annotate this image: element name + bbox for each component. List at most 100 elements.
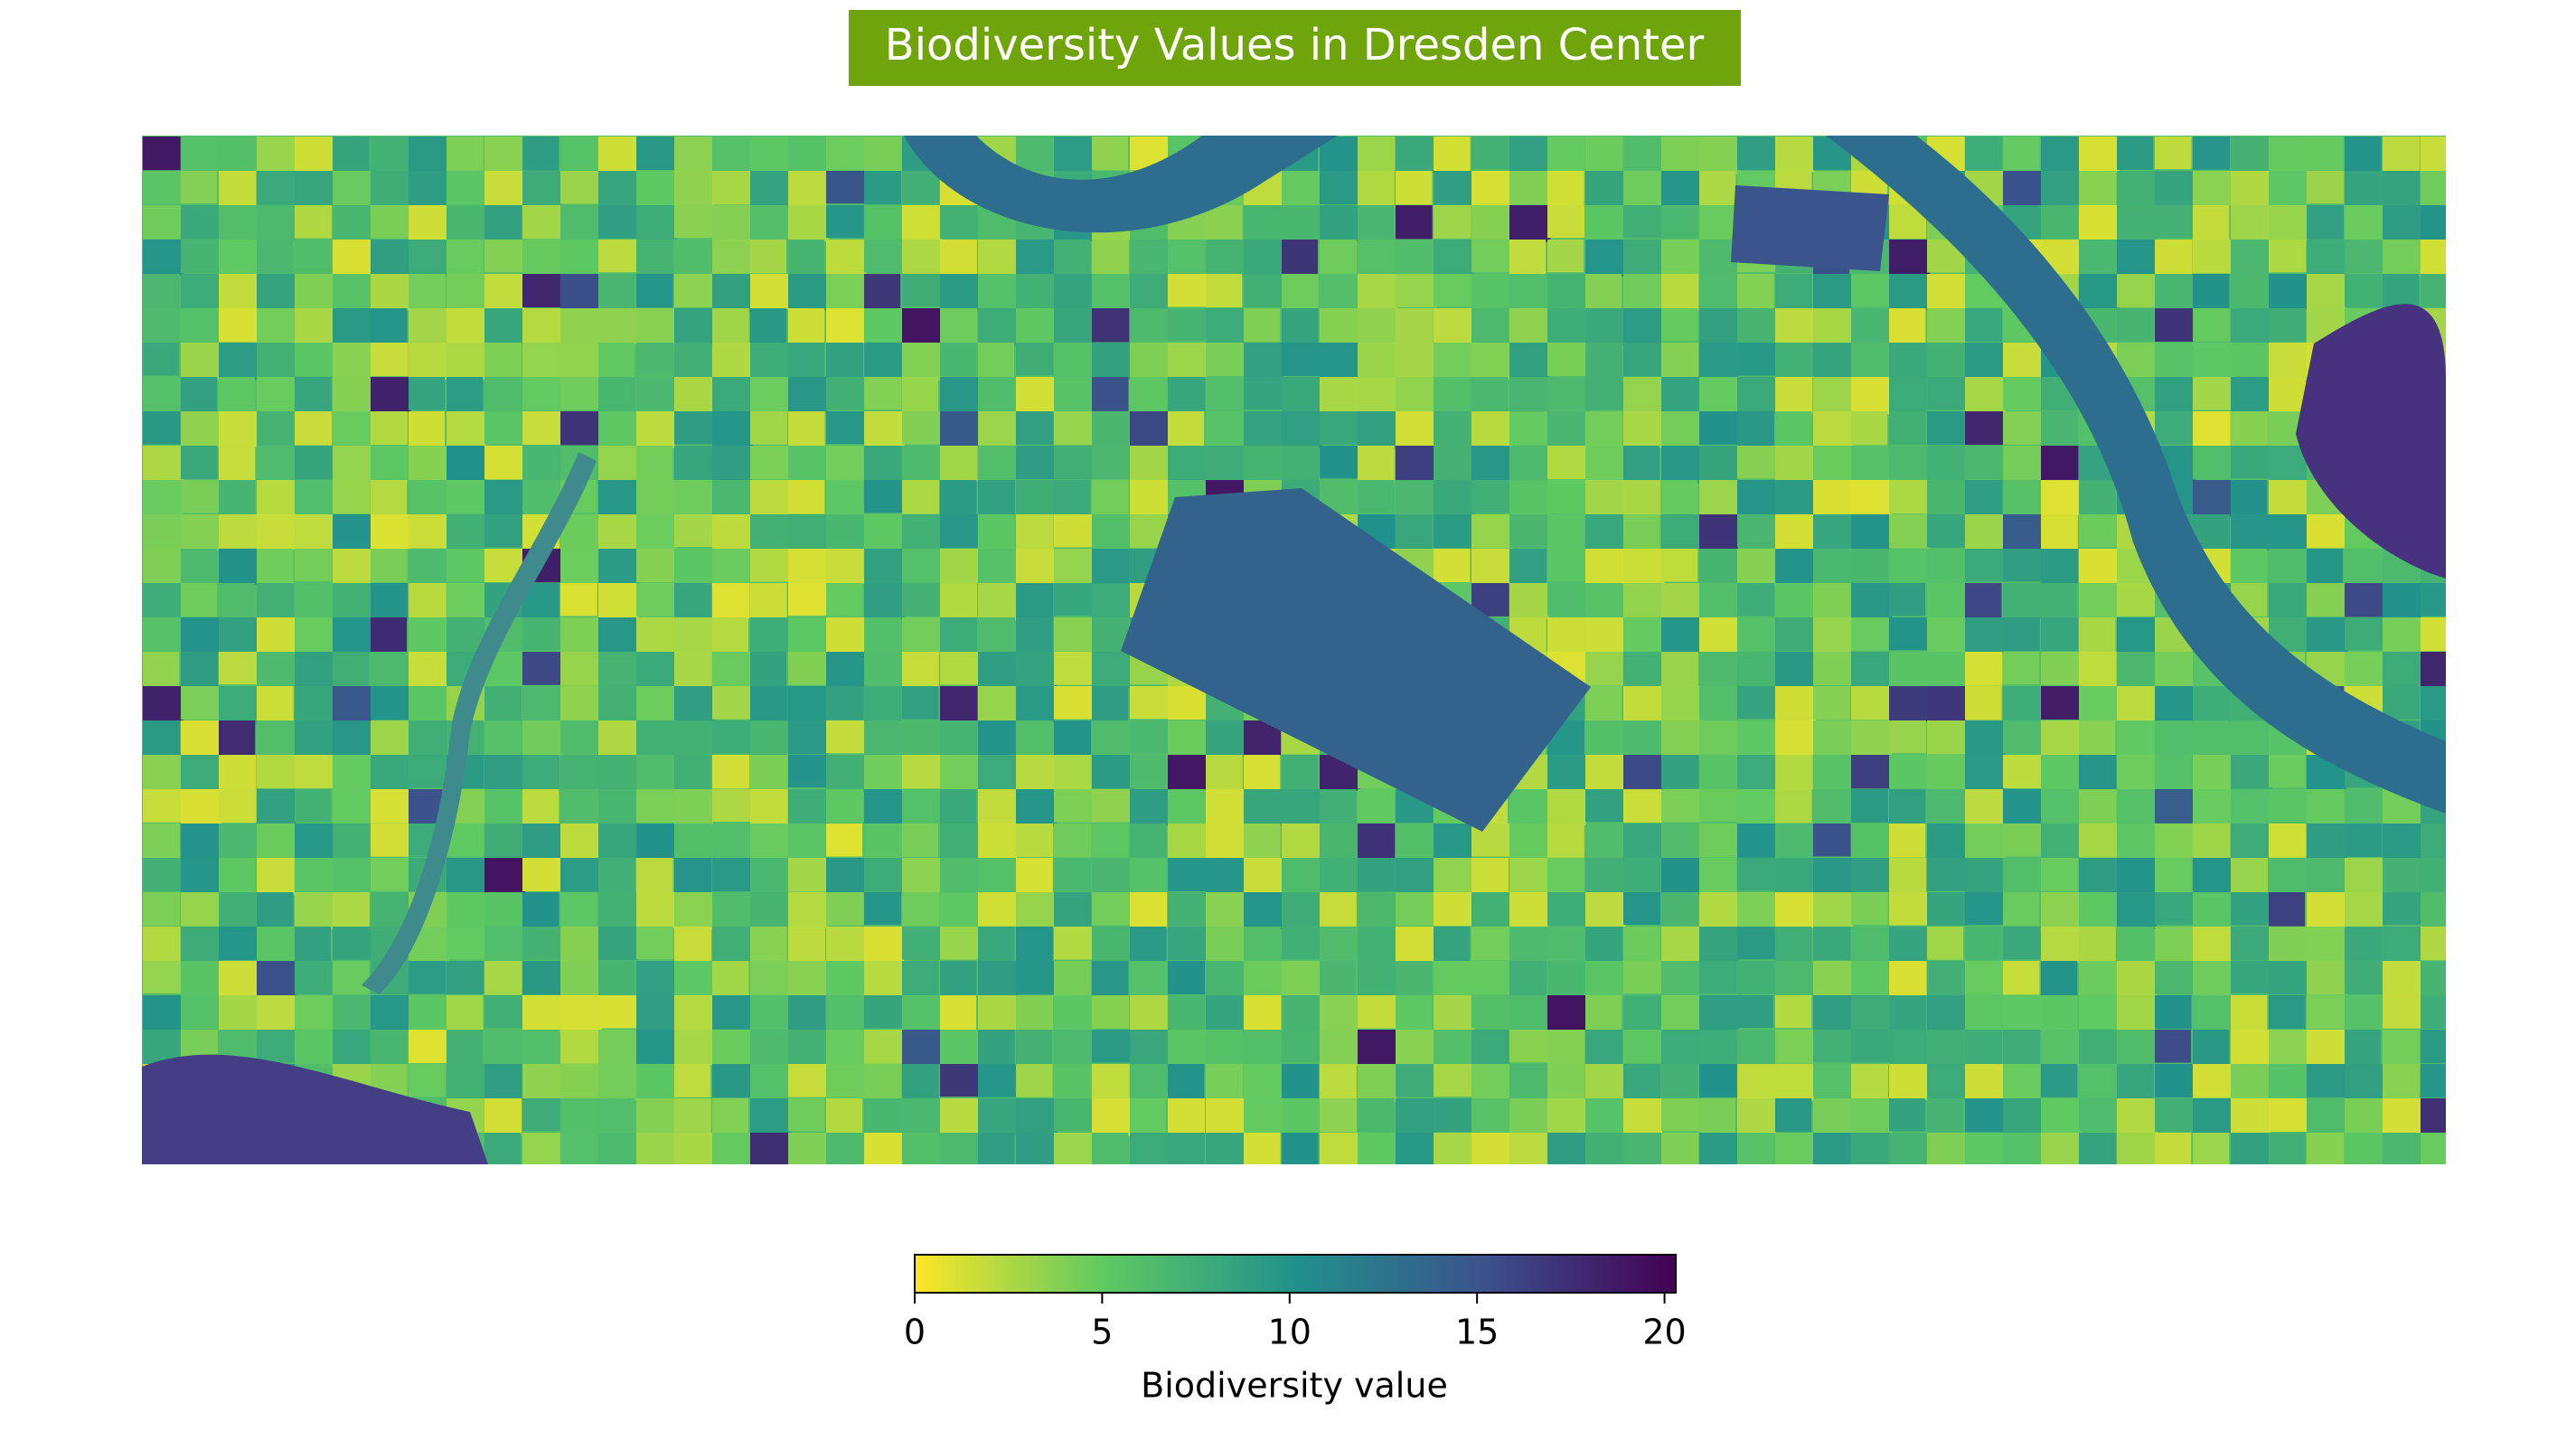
map-patch	[1623, 514, 1660, 551]
map-patch	[940, 1030, 980, 1066]
map-patch	[2041, 411, 2078, 447]
map-patch	[1016, 240, 1057, 277]
map-patch	[902, 377, 939, 413]
map-patch	[181, 583, 218, 617]
map-patch	[2231, 274, 2269, 309]
map-patch	[2155, 995, 2192, 1030]
map-patch	[1358, 789, 1396, 824]
map-patch	[257, 480, 296, 515]
map-patch	[1661, 617, 1699, 654]
map-patch	[1851, 583, 1893, 619]
map-patch	[2155, 377, 2194, 412]
map-patch	[864, 514, 904, 552]
map-patch	[484, 995, 526, 1029]
map-patch	[257, 137, 296, 174]
map-patch	[2307, 927, 2348, 964]
map-patch	[181, 755, 221, 790]
map-patch	[1623, 995, 1664, 1032]
map-patch	[2345, 1098, 2384, 1134]
map-patch	[1927, 308, 1968, 345]
map-patch	[826, 1133, 868, 1164]
map-patch	[826, 686, 864, 720]
map-patch	[1054, 411, 1095, 446]
map-patch	[750, 480, 789, 518]
map-patch	[1434, 205, 1471, 239]
map-patch	[1434, 858, 1475, 892]
map-patch	[2117, 720, 2155, 758]
map-patch	[2421, 171, 2446, 208]
map-patch	[1737, 549, 1776, 587]
map-patch	[1358, 1064, 1397, 1102]
map-patch	[143, 617, 181, 654]
map-patch	[750, 137, 792, 173]
map-patch	[1623, 858, 1661, 896]
map-patch	[1092, 343, 1133, 380]
map-patch	[674, 308, 716, 346]
map-patch	[2345, 617, 2386, 651]
map-patch	[1623, 377, 1665, 415]
map-patch	[712, 583, 750, 618]
map-patch	[674, 927, 712, 964]
map-patch	[712, 377, 751, 414]
park	[1731, 185, 1889, 271]
map-patch	[219, 617, 258, 654]
map-patch	[2383, 995, 2422, 1029]
map-patch	[636, 137, 676, 170]
map-patch	[1320, 892, 1357, 927]
map-patch	[1737, 343, 1776, 376]
map-patch	[1547, 343, 1587, 377]
map-patch	[1168, 240, 1205, 275]
map-patch	[522, 411, 561, 445]
map-patch	[2041, 961, 2078, 996]
map-patch	[750, 549, 789, 582]
map-patch	[1661, 858, 1703, 896]
map-patch	[826, 240, 867, 277]
map-patch	[2383, 1030, 2421, 1068]
map-patch	[2041, 755, 2079, 791]
map-patch	[2155, 240, 2193, 276]
map-patch	[409, 961, 447, 994]
map-patch	[333, 343, 371, 379]
map-patch	[1168, 343, 1208, 379]
map-patch	[2421, 686, 2446, 724]
map-patch	[1813, 927, 1851, 961]
map-patch	[598, 995, 637, 1029]
map-patch	[181, 514, 221, 551]
map-patch	[788, 308, 825, 344]
map-patch	[181, 171, 218, 204]
map-patch	[636, 411, 675, 448]
map-patch	[2345, 1133, 2385, 1164]
map-patch	[1661, 343, 1699, 381]
map-patch	[484, 927, 522, 964]
map-patch	[1396, 1064, 1434, 1097]
map-patch	[1699, 480, 1740, 518]
map-patch	[2193, 755, 2232, 792]
map-patch	[2345, 274, 2386, 308]
map-patch	[333, 411, 374, 447]
map-patch	[1054, 480, 1091, 514]
map-patch	[1775, 686, 1817, 722]
map-patch	[522, 961, 562, 995]
map-patch	[2117, 240, 2158, 278]
map-patch	[902, 824, 939, 857]
map-patch	[1054, 514, 1095, 548]
map-patch	[1509, 549, 1547, 587]
map-patch	[788, 274, 828, 311]
map-patch	[1699, 1098, 1736, 1135]
map-patch	[1585, 617, 1626, 654]
map-patch	[333, 377, 373, 415]
map-patch	[1282, 343, 1321, 377]
map-patch	[978, 343, 1015, 378]
map-patch	[333, 549, 371, 584]
map-patch	[1965, 549, 2006, 582]
map-patch	[940, 892, 979, 929]
map-patch	[1130, 720, 1170, 754]
map-patch	[2117, 274, 2156, 308]
map-patch	[1244, 411, 1283, 447]
map-patch	[1434, 377, 1475, 415]
map-patch	[1889, 308, 1926, 344]
map-patch	[1661, 480, 1698, 516]
map-patch	[219, 652, 259, 685]
map-patch	[1661, 1064, 1698, 1098]
map-patch	[2269, 755, 2306, 788]
